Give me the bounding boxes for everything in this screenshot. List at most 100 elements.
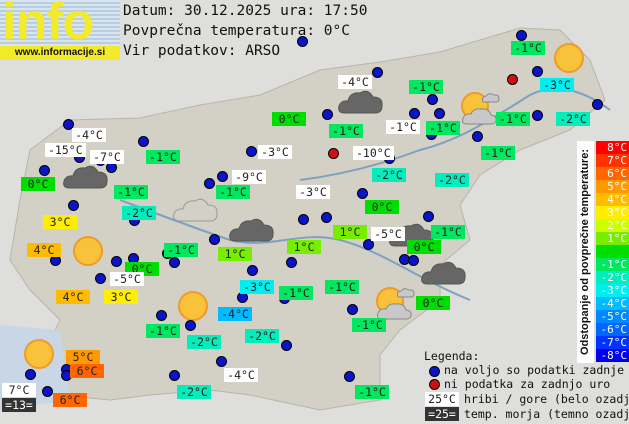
scale-level: -6°C xyxy=(596,323,629,336)
temperature-label: -4°C xyxy=(224,368,258,382)
station-dot[interactable] xyxy=(297,36,308,47)
temperature-label: -5°C xyxy=(110,272,144,286)
station-dot[interactable] xyxy=(408,255,419,266)
station-dot[interactable] xyxy=(138,136,149,147)
legend-missing: ni podatka za zadnjo uro xyxy=(444,377,611,391)
temperature-label: -1°C xyxy=(352,318,386,332)
scale-level: -7°C xyxy=(596,336,629,349)
temperature-label: 1°C xyxy=(287,240,321,254)
sunny-icon xyxy=(72,235,104,271)
station-dot[interactable] xyxy=(42,386,53,397)
station-dot[interactable] xyxy=(592,99,603,110)
temperature-label: -1°C xyxy=(511,41,545,55)
temperature-label: -2°C xyxy=(435,173,469,187)
station-dot[interactable] xyxy=(321,212,332,223)
legend-sea-text: temp. morja (temno ozadje) xyxy=(464,407,629,421)
temperature-label: -1°C xyxy=(481,146,515,160)
station-dot[interactable] xyxy=(247,265,258,276)
station-dot[interactable] xyxy=(217,171,228,182)
logo-word: info xyxy=(2,0,94,51)
station-dot[interactable] xyxy=(347,304,358,315)
station-dot[interactable] xyxy=(372,67,383,78)
station-dot-missing[interactable] xyxy=(328,148,339,159)
temperature-label: -1°C xyxy=(146,324,180,338)
legend-sea-sample: =25= xyxy=(425,407,459,421)
temperature-label: -2°C xyxy=(245,329,279,343)
station-dot[interactable] xyxy=(286,257,297,268)
temperature-label: 0°C xyxy=(21,177,55,191)
temperature-label: 6°C xyxy=(53,393,87,407)
temperature-label: -1°C xyxy=(146,150,180,164)
scale-level: 7°C xyxy=(596,154,629,167)
temperature-label: 0°C xyxy=(407,240,441,254)
station-dot[interactable] xyxy=(216,356,227,367)
temperature-label: -2°C xyxy=(187,335,221,349)
station-dot[interactable] xyxy=(281,340,292,351)
station-dot[interactable] xyxy=(39,165,50,176)
station-dot[interactable] xyxy=(111,256,122,267)
station-dot[interactable] xyxy=(423,211,434,222)
station-dot[interactable] xyxy=(95,273,106,284)
station-dot[interactable] xyxy=(185,320,196,331)
temperature-label: -3°C xyxy=(296,185,330,199)
legend-red-dot-icon xyxy=(429,379,440,390)
station-dot[interactable] xyxy=(532,66,543,77)
station-dot[interactable] xyxy=(169,257,180,268)
station-dot[interactable] xyxy=(25,369,36,380)
station-dot[interactable] xyxy=(357,188,368,199)
temperature-label: 3°C xyxy=(43,215,77,229)
station-dot[interactable] xyxy=(204,178,215,189)
scale-level: 5°C xyxy=(596,180,629,193)
station-dot[interactable] xyxy=(409,108,420,119)
temperature-label: -1°C xyxy=(426,121,460,135)
data-source: Vir podatkov: ARSO xyxy=(123,43,281,59)
station-dot[interactable] xyxy=(344,371,355,382)
temperature-label: -1°C xyxy=(325,280,359,294)
temperature-label: -4°C xyxy=(72,128,106,142)
scale-level: -5°C xyxy=(596,310,629,323)
sunny-icon xyxy=(553,42,585,78)
temperature-label: -4°C xyxy=(338,75,372,89)
station-dot[interactable] xyxy=(68,200,79,211)
temperature-label: 4°C xyxy=(56,290,90,304)
station-dot[interactable] xyxy=(434,108,445,119)
station-dot[interactable] xyxy=(169,370,180,381)
temperature-label: 1°C xyxy=(333,225,367,239)
drizzle-icon xyxy=(172,195,220,229)
station-dot[interactable] xyxy=(322,109,333,120)
scale-title: Odstopanje od povprečne temperature: xyxy=(577,141,594,363)
station-dot[interactable] xyxy=(209,234,220,245)
cloudy-icon xyxy=(228,215,276,249)
temperature-label: 0°C xyxy=(416,296,450,310)
temperature-label: -4°C xyxy=(218,307,252,321)
station-dot[interactable] xyxy=(63,119,74,130)
temperature-label: -9°C xyxy=(232,170,266,184)
temperature-label: -1°C xyxy=(409,80,443,94)
station-dot[interactable] xyxy=(363,239,374,250)
date-time: Datum: 30.12.2025 ura: 17:50 xyxy=(123,3,368,19)
temperature-label: -3°C xyxy=(258,145,292,159)
temperature-label: 3°C xyxy=(104,290,138,304)
logo[interactable]: info www.informacije.si xyxy=(0,0,120,60)
station-dot[interactable] xyxy=(427,94,438,105)
temperature-label: -2°C xyxy=(177,385,211,399)
logo-url-link[interactable]: www.informacije.si xyxy=(0,46,120,60)
temperature-label: -1°C xyxy=(279,286,313,300)
temperature-label: =13= xyxy=(2,398,36,412)
station-dot[interactable] xyxy=(472,131,483,142)
station-dot[interactable] xyxy=(156,310,167,321)
cloudy-icon xyxy=(62,162,110,196)
station-dot[interactable] xyxy=(298,214,309,225)
station-dot[interactable] xyxy=(516,30,527,41)
scale-level: -3°C xyxy=(596,284,629,297)
station-dot-missing[interactable] xyxy=(507,74,518,85)
station-dot[interactable] xyxy=(246,146,257,157)
scale-level: 8°C xyxy=(596,141,629,154)
temperature-label: -1°C xyxy=(355,385,389,399)
temperature-label: 0°C xyxy=(272,112,306,126)
station-dot[interactable] xyxy=(532,110,543,121)
scale-level: 3°C xyxy=(596,206,629,219)
deviation-color-scale: 8°C 7°C 6°C 5°C 4°C 3°C 2°C 1°C -1°C -2°C -3°C -4°C… xyxy=(596,141,629,362)
temperature-label: 0°C xyxy=(365,200,399,214)
